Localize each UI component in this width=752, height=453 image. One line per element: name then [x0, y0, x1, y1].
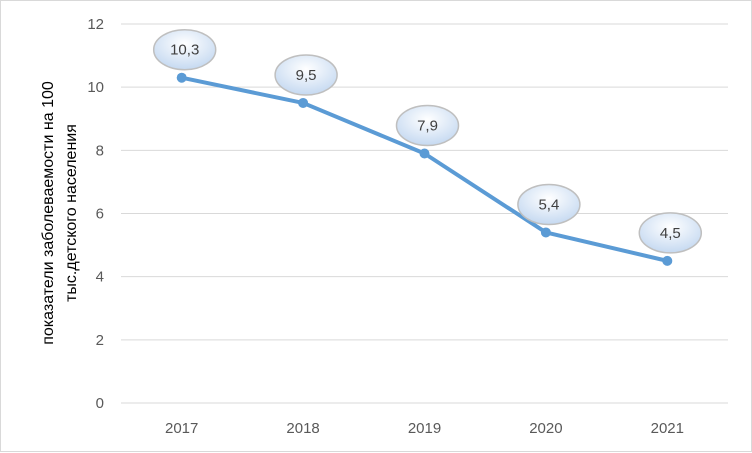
y-tick-label: 0	[96, 395, 104, 412]
y-tick-label: 12	[87, 16, 104, 33]
data-label: 5,4	[538, 196, 559, 213]
x-tick-labels: 2017 2018 2019 2020 2021	[165, 420, 684, 437]
data-label: 10,3	[170, 42, 199, 59]
grid-lines	[121, 23, 728, 404]
x-tick-label: 2020	[529, 420, 562, 437]
data-label: 7,9	[417, 117, 438, 134]
data-label-bubble	[152, 28, 217, 71]
y-tick-label: 8	[96, 142, 104, 159]
data-point	[176, 72, 187, 83]
y-axis-title-line-1: показатели заболеваемости на 100	[40, 81, 57, 345]
y-tick-labels: 0 2 4 6 8 10 12	[87, 16, 104, 412]
y-tick-label: 2	[96, 332, 104, 349]
data-point	[419, 148, 430, 159]
y-axis-title: показатели заболеваемости на 100 тыс.дет…	[40, 81, 80, 345]
data-label-bubble	[274, 54, 338, 96]
data-point	[540, 227, 551, 238]
x-tick-label: 2019	[408, 420, 441, 437]
data-point	[298, 97, 309, 108]
data-point	[662, 255, 673, 266]
x-tick-label: 2021	[651, 420, 684, 437]
y-axis-title-line-2: тыс.детского населения	[63, 124, 80, 302]
data-label: 9,5	[296, 67, 317, 84]
data-label-bubble	[517, 183, 581, 226]
x-tick-label: 2018	[286, 420, 319, 437]
data-label-bubble	[638, 212, 703, 254]
data-labels: 10,3 9,5 7,9 5,4 4,5	[152, 28, 703, 254]
y-tick-label: 4	[96, 269, 104, 286]
data-label: 4,5	[660, 225, 681, 242]
x-tick-label: 2017	[165, 420, 198, 437]
series-line	[176, 72, 673, 266]
y-tick-label: 6	[96, 206, 104, 223]
y-tick-label: 10	[87, 79, 104, 96]
data-label-bubble	[395, 104, 460, 147]
